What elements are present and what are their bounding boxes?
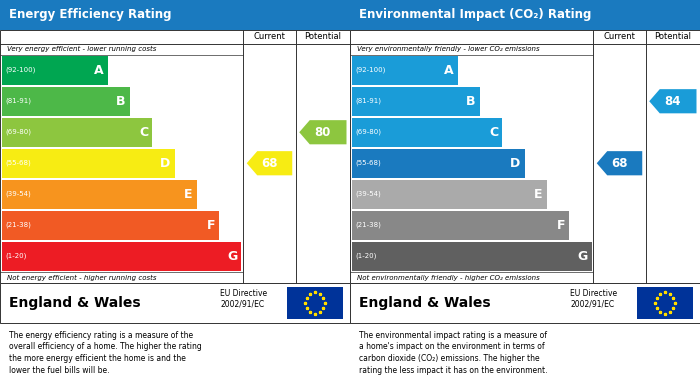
Text: (39-54): (39-54) [6, 191, 31, 197]
Text: Environmental Impact (CO₂) Rating: Environmental Impact (CO₂) Rating [358, 8, 591, 22]
Text: (81-91): (81-91) [355, 98, 382, 104]
Bar [1, 118, 153, 147]
Text: G: G [227, 250, 237, 263]
Text: 68: 68 [261, 157, 278, 170]
Text: (69-80): (69-80) [355, 129, 382, 136]
Bar [637, 287, 693, 319]
Bar [351, 149, 524, 178]
Text: Energy Efficiency Rating: Energy Efficiency Rating [8, 8, 172, 22]
Text: (1-20): (1-20) [355, 253, 377, 260]
Text: (55-68): (55-68) [6, 160, 31, 167]
Text: E: E [184, 188, 192, 201]
Bar [0, 283, 350, 323]
Bar [1, 242, 241, 271]
Polygon shape [246, 151, 293, 175]
Text: Potential: Potential [304, 32, 342, 41]
Bar [351, 87, 480, 116]
Text: Very environmentally friendly - lower CO₂ emissions: Very environmentally friendly - lower CO… [357, 46, 540, 52]
Text: F: F [556, 219, 565, 232]
Bar [351, 118, 503, 147]
Text: F: F [206, 219, 215, 232]
Text: (1-20): (1-20) [6, 253, 27, 260]
Text: England & Wales: England & Wales [8, 296, 141, 310]
Text: (55-68): (55-68) [355, 160, 381, 167]
Text: C: C [489, 126, 498, 139]
Text: EU Directive
2002/91/EC: EU Directive 2002/91/EC [570, 289, 617, 309]
Text: (39-54): (39-54) [355, 191, 381, 197]
Bar [1, 211, 219, 240]
Bar [351, 211, 569, 240]
Text: Very energy efficient - lower running costs: Very energy efficient - lower running co… [7, 46, 156, 52]
Text: C: C [139, 126, 148, 139]
Bar [350, 0, 700, 30]
Text: B: B [466, 95, 476, 108]
Polygon shape [300, 120, 346, 144]
Text: Not environmentally friendly - higher CO₂ emissions: Not environmentally friendly - higher CO… [357, 274, 540, 281]
Text: B: B [116, 95, 126, 108]
Text: Potential: Potential [654, 32, 692, 41]
Text: (92-100): (92-100) [355, 67, 386, 74]
Text: G: G [577, 250, 587, 263]
Bar [0, 0, 350, 30]
Text: (81-91): (81-91) [6, 98, 32, 104]
Text: England & Wales: England & Wales [358, 296, 491, 310]
Bar [287, 287, 343, 319]
Text: D: D [510, 157, 520, 170]
Text: E: E [534, 188, 542, 201]
Text: The energy efficiency rating is a measure of the
overall efficiency of a home. T: The energy efficiency rating is a measur… [8, 331, 202, 375]
Bar [351, 180, 547, 208]
Text: A: A [444, 64, 454, 77]
Text: 84: 84 [664, 95, 681, 108]
Text: 80: 80 [315, 126, 331, 139]
Bar [1, 87, 130, 116]
Bar [350, 30, 700, 283]
Bar [351, 242, 592, 271]
Bar [351, 56, 458, 84]
Text: 68: 68 [611, 157, 628, 170]
Text: Not energy efficient - higher running costs: Not energy efficient - higher running co… [7, 274, 157, 281]
Text: EU Directive
2002/91/EC: EU Directive 2002/91/EC [220, 289, 267, 309]
Text: The environmental impact rating is a measure of
a home's impact on the environme: The environmental impact rating is a mea… [358, 331, 547, 375]
Bar [0, 30, 350, 283]
Text: Current: Current [603, 32, 636, 41]
Polygon shape [650, 89, 696, 113]
Text: (21-38): (21-38) [355, 222, 381, 228]
Text: (21-38): (21-38) [6, 222, 31, 228]
Polygon shape [596, 151, 643, 175]
Bar [1, 180, 197, 208]
Bar [1, 149, 174, 178]
Text: (69-80): (69-80) [6, 129, 32, 136]
Text: (92-100): (92-100) [6, 67, 36, 74]
Text: A: A [94, 64, 104, 77]
Text: Current: Current [253, 32, 286, 41]
Bar [1, 56, 108, 84]
Text: D: D [160, 157, 170, 170]
Bar [350, 283, 700, 323]
